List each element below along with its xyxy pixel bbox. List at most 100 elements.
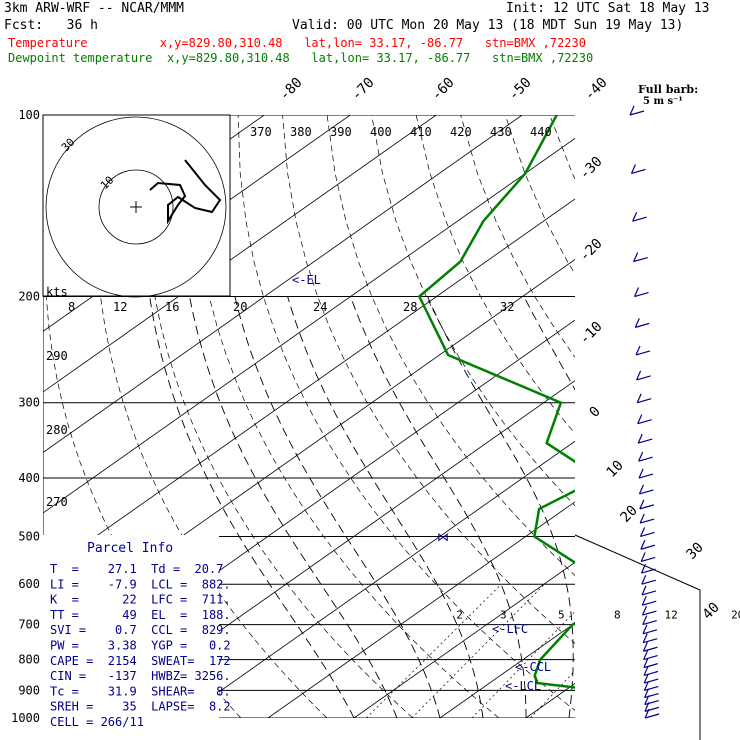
isotherm (525, 683, 575, 718)
wind-barb-flag (644, 695, 650, 705)
wind-barb (642, 620, 657, 626)
mixing-ratio-line (530, 670, 575, 718)
moist-adiabat (234, 296, 441, 718)
wind-barb-flag (643, 650, 649, 660)
wind-barb (641, 568, 656, 574)
isotherm (698, 115, 740, 718)
wind-barb (644, 693, 659, 699)
wind-barb (642, 629, 658, 635)
pressure-tick: 700 (18, 618, 40, 632)
wind-barb-flag (642, 615, 648, 625)
hodo-unit: kts (46, 285, 68, 299)
hodo-ring-inner (98, 169, 174, 245)
isotherm-label-top: -40 (582, 75, 611, 104)
isotherm (439, 622, 575, 718)
wind-barb (638, 438, 653, 444)
wind-barb (637, 419, 652, 425)
theta-label: 370 (250, 125, 272, 139)
dewpoint-legend: Dewpoint temperature x,y=829.80,310.48 l… (8, 51, 594, 65)
dry-adiabat (460, 115, 575, 358)
dry-adiabat (594, 115, 740, 718)
mixing-ratio-line (411, 583, 545, 718)
wind-barb (629, 110, 645, 116)
isotherm-label-top: -80 (277, 75, 306, 104)
wind-barb-flag (644, 688, 650, 698)
wind-barb-flag (639, 527, 646, 537)
wind-barb (643, 670, 659, 677)
barb-panel-edge (574, 534, 701, 591)
isotherm-label-right: 20 (618, 503, 641, 526)
wind-barb-flag (644, 708, 650, 719)
mixing-ratio-label: 20 (731, 609, 740, 622)
wind-barb-flag (641, 605, 648, 616)
parcel-info-row: SVI = 0.7 CCL = 829. (50, 623, 231, 637)
wind-barb-flag (638, 468, 644, 479)
wind-barb-flag (636, 370, 642, 381)
wind-barb-flag (642, 624, 648, 635)
wind-barb-flag (632, 211, 638, 222)
dry-adiabat (371, 115, 575, 507)
wind-barb-flag (639, 499, 645, 510)
dry-adiabat (237, 115, 575, 711)
dry-adiabat (144, 115, 414, 718)
wind-barb (642, 610, 657, 616)
pressure-tick: 100 (18, 108, 40, 122)
wind-barb (644, 713, 660, 719)
hodo-speed-label: 16 (165, 300, 179, 314)
wind-barb (643, 663, 658, 669)
wind-barb-flag (641, 574, 647, 585)
wind-barb (637, 398, 652, 404)
hodo-speed-label: 8 (68, 300, 75, 314)
theta-label: 410 (410, 125, 432, 139)
parcel-info-row: LI = -7.9 LCL = 882. (50, 577, 231, 591)
wind-barb (635, 322, 650, 328)
moist-adiabat (644, 297, 702, 719)
pressure-tick: 300 (18, 396, 40, 410)
wind-barb (644, 685, 659, 691)
isotherm (267, 501, 575, 718)
ccl-marker: <-CCL (515, 660, 551, 674)
wind-barb-flag (640, 563, 647, 574)
wind-barb (643, 638, 658, 644)
moist-adiabat (427, 296, 574, 718)
wind-barb-flag (641, 585, 647, 596)
mixing-ratio-line (653, 584, 740, 718)
wind-barb (636, 375, 651, 381)
wind-barb (644, 706, 660, 712)
lcl-marker: <-LCL (505, 679, 541, 693)
pressure-tick: 800 (18, 653, 40, 667)
pressure-tick: 500 (18, 529, 40, 543)
parcel-info-row: CAPE = 2154 SWEAT= 172 (50, 654, 231, 668)
wind-barb (643, 646, 658, 652)
isotherm-label-right: 0 (587, 404, 604, 421)
wind-barb (640, 531, 655, 538)
wind-barb-flag (643, 666, 649, 676)
wind-barb (644, 699, 659, 706)
isotherm-label-top: -60 (429, 75, 458, 104)
wind-barb-flag (633, 287, 640, 297)
hodo-speed-label: 12 (113, 300, 127, 314)
isotherm (43, 115, 523, 453)
freezing-marker: ⋈ (437, 530, 449, 544)
temperature-legend: Temperature x,y=829.80,310.48 lat,lon= 3… (8, 36, 586, 50)
wind-barb-flag (636, 393, 642, 403)
isotherm (181, 440, 575, 718)
hodo-speed-label: 28 (403, 300, 417, 314)
moist-adiabat (189, 296, 398, 718)
valid-time: Valid: 00 UTC Mon 20 May 13 (18 MDT Sun … (292, 18, 684, 33)
init-time: Init: 12 UTC Sat 18 May 13 (506, 1, 710, 16)
isotherm (612, 115, 740, 718)
isotherm-label-right: 10 (604, 458, 627, 481)
theta-label: 390 (330, 125, 352, 139)
parcel-info-row: CELL = 266/11 (50, 715, 144, 729)
theta-side-label: 280 (46, 423, 68, 437)
profiles (417, 115, 575, 689)
wind-barb-flag (637, 433, 643, 444)
dry-adiabat (504, 115, 575, 275)
hodo-ring-outer (45, 116, 227, 298)
isotherm (353, 561, 575, 718)
dry-adiabat (192, 115, 500, 718)
isotherm (43, 115, 437, 393)
wind-barb (639, 489, 654, 495)
